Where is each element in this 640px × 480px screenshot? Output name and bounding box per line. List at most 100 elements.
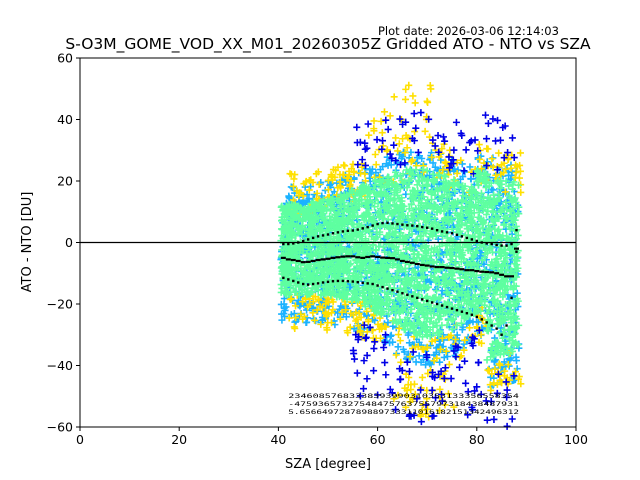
scatter-point: [442, 201, 450, 209]
scatter-point: [444, 179, 452, 187]
upper-band-point: [450, 232, 454, 235]
scatter-point: [339, 171, 347, 179]
scatter-point: [469, 318, 477, 326]
scatter-point: [311, 316, 319, 324]
lower-band-point: [391, 288, 394, 292]
scatter-point: [431, 142, 439, 150]
lower-band-point: [470, 313, 474, 316]
scatter-point: [424, 370, 432, 378]
scatter-point: [382, 371, 390, 379]
scatter-point: [336, 202, 344, 210]
scatter-point: [484, 145, 492, 153]
scatter-point: [467, 259, 475, 267]
upper-band-point: [465, 236, 469, 240]
scatter-point: [410, 110, 418, 118]
scatter-point: [344, 205, 352, 213]
scatter-point: [430, 310, 438, 318]
scatter-point: [364, 316, 372, 324]
scatter-point: [487, 244, 495, 252]
scatter-point: [458, 249, 466, 257]
scatter-point: [363, 375, 371, 383]
scatter-point: [435, 340, 443, 348]
scatter-point: [498, 161, 506, 169]
scatter-point: [483, 162, 491, 170]
scatter-point: [304, 284, 312, 292]
scatter-point: [320, 214, 328, 222]
scatter-point: [323, 324, 331, 332]
scatter-point: [388, 277, 396, 285]
scatter-point: [396, 284, 404, 292]
scatter-point: [396, 337, 404, 345]
scatter-point: [384, 232, 392, 240]
scatter-point: [394, 391, 402, 399]
scatter-point: [438, 240, 446, 248]
scatter-point: [470, 272, 478, 280]
scatter-point: [516, 149, 524, 157]
scatter-point: [419, 165, 427, 173]
scatter-point: [498, 343, 506, 351]
x-tick-label: 0: [76, 432, 84, 447]
scatter-point: [397, 358, 405, 366]
scatter-point: [382, 331, 390, 339]
scatter-point: [408, 193, 416, 201]
scatter-point: [385, 231, 393, 239]
scatter-point: [408, 275, 416, 283]
scatter-point: [381, 338, 389, 346]
scatter-point: [445, 190, 453, 198]
scatter-point: [454, 284, 462, 292]
scatter-point: [292, 232, 300, 240]
scatter-point: [320, 274, 328, 282]
scatter-point: [407, 305, 415, 313]
scatter-point: [434, 274, 442, 282]
scatter-point: [391, 304, 399, 312]
scatter-point: [392, 272, 400, 280]
scatter-point: [513, 295, 521, 303]
scatter-point: [399, 232, 407, 240]
upper-band-point: [500, 244, 503, 247]
scatter-point: [433, 208, 441, 216]
scatter-point: [370, 218, 378, 226]
scatter-point: [301, 225, 309, 233]
scatter-point: [441, 364, 449, 372]
lower-band-point: [480, 318, 483, 321]
scatter-point: [429, 170, 437, 178]
scatter-point: [326, 212, 334, 220]
upper-band-point: [351, 229, 354, 232]
scatter-point: [373, 277, 381, 285]
lower-band-point: [287, 278, 290, 281]
scatter-point: [454, 221, 462, 229]
lower-band-point: [376, 284, 379, 287]
upper-band-point: [460, 235, 464, 238]
scatter-point: [458, 160, 466, 168]
upper-band-point: [366, 225, 369, 229]
scatter-point: [442, 289, 450, 297]
scatter-point: [329, 249, 337, 257]
scatter-point: [428, 368, 436, 376]
scatter-point: [403, 358, 411, 366]
lower-band-point: [500, 333, 503, 336]
scatter-point: [476, 155, 484, 163]
scatter-point: [397, 154, 405, 162]
scatter-point: [304, 303, 312, 311]
y-tick-label: −60: [47, 420, 73, 435]
scatter-point: [511, 194, 519, 202]
scatter-point: [334, 163, 342, 171]
scatter-point: [500, 276, 508, 284]
scatter-point: [508, 198, 516, 206]
scatter-point: [419, 237, 427, 245]
scatter-point: [317, 243, 325, 251]
scatter-point: [437, 312, 445, 320]
scatter-point: [282, 285, 290, 293]
scatter-point: [441, 401, 449, 409]
scatter-point: [295, 214, 303, 222]
scatter-point: [388, 212, 396, 220]
scatter-point: [494, 178, 502, 186]
scatter-point: [417, 109, 425, 117]
scatter-point: [439, 217, 447, 225]
scatter-point: [405, 180, 413, 188]
scatter-point: [395, 140, 403, 148]
lower-band-point: [440, 304, 444, 307]
lower-band-point: [510, 296, 513, 300]
scatter-point: [444, 298, 452, 306]
scatter-point: [361, 170, 369, 178]
